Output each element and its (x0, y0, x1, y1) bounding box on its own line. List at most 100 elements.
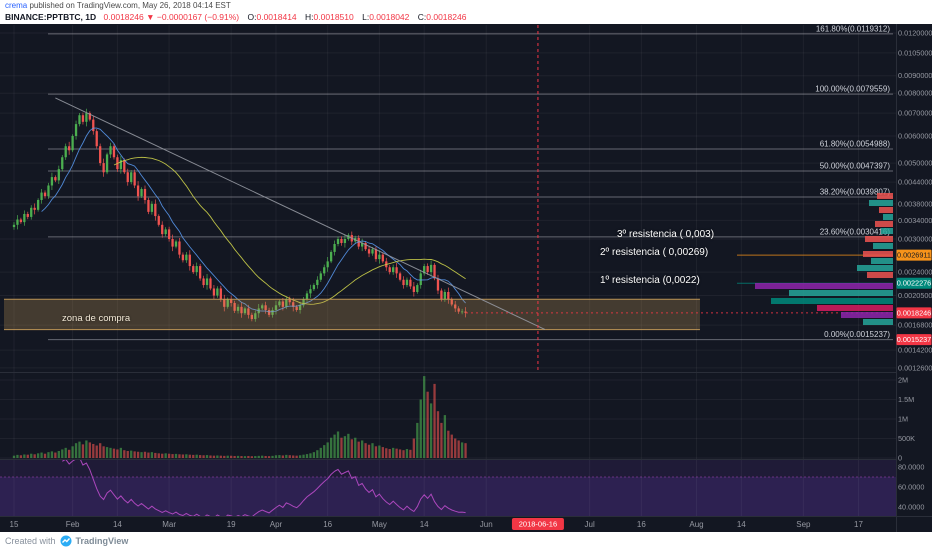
volume-bar (305, 454, 309, 458)
volume-bar (316, 450, 319, 458)
close-value: 0.0018246 (426, 12, 467, 22)
time-tick-label[interactable]: 15 (10, 520, 19, 529)
annotation-resistance-2[interactable]: 2º resistencia ( 0,00269) (600, 247, 709, 258)
annotation-resistance-1[interactable]: 1º resistencia (0,0022) (600, 275, 700, 286)
candle-body (143, 188, 147, 200)
candle-body (133, 172, 136, 186)
volume-bar (26, 454, 29, 458)
candle-body (336, 238, 340, 245)
price-tick-label[interactable]: 0.0050000 (898, 159, 932, 168)
volume-bar (319, 447, 322, 458)
candle-body (130, 172, 133, 183)
rsi-tick-label[interactable]: 80.0000 (898, 463, 924, 472)
volume-bar (240, 456, 243, 458)
high-value: 0.0018510 (313, 12, 354, 22)
volume-profile-bar (857, 265, 893, 271)
time-tick-label[interactable]: 19 (227, 520, 236, 529)
chart-area[interactable]: 161.80%(0.0119312) 100.00%(0.0079559) 61.8… (0, 24, 932, 532)
volume-profile-bar (841, 312, 893, 318)
candle-body (88, 113, 91, 120)
rsi-pane-background (0, 460, 896, 516)
time-tick-label[interactable]: Jul (585, 520, 595, 529)
volume-bar (85, 440, 88, 458)
time-tick-label[interactable]: 14 (737, 520, 746, 529)
time-tick-label[interactable]: Aug (689, 520, 703, 529)
volume-profile-bar (865, 236, 893, 242)
candle-body (371, 249, 374, 254)
price-tick-label[interactable]: 0.0090000 (898, 71, 932, 80)
author-link[interactable]: crema (5, 1, 28, 10)
volume-bar (264, 455, 267, 458)
candle-body (292, 302, 295, 307)
time-tick-label[interactable]: Feb (66, 520, 80, 529)
volume-bar (354, 437, 357, 458)
volume-tick-label[interactable]: 1.5M (898, 395, 914, 404)
descending-trendline[interactable] (55, 97, 546, 330)
time-tick-label[interactable]: 14 (420, 520, 429, 529)
rsi-tick-label[interactable]: 60.0000 (898, 483, 924, 492)
annotation-buy-zone-label[interactable]: zona de compra (62, 313, 131, 324)
volume-bar (136, 451, 140, 458)
time-tick-label[interactable]: Mar (162, 520, 176, 529)
volume-bar (457, 440, 460, 458)
volume-tick-label[interactable]: 0 (898, 454, 902, 463)
price-tick-label[interactable]: 0.0060000 (898, 131, 932, 140)
volume-profile-bar (881, 228, 893, 234)
annotation-resistance-3[interactable]: 3º resistencia ( 0,003) (617, 229, 715, 240)
volume-bar (364, 443, 367, 458)
buy-zone-rect[interactable] (4, 299, 700, 330)
price-tick-label[interactable]: 0.0014200 (898, 346, 932, 355)
volume-bar (47, 452, 50, 458)
rsi-line (62, 460, 466, 516)
volume-bar (167, 453, 171, 458)
volume-tick-label[interactable]: 500K (898, 434, 915, 443)
time-tick-label[interactable]: 14 (113, 520, 122, 529)
volume-bar (247, 455, 250, 458)
price-tick-label[interactable]: 0.0120000 (898, 29, 932, 38)
candle-body (85, 113, 88, 122)
candle-body (450, 299, 453, 305)
time-tick-label[interactable]: 16 (637, 520, 646, 529)
price-tick-label[interactable]: 0.0020500 (898, 291, 932, 300)
price-tick-label[interactable]: 0.0016800 (898, 321, 932, 330)
volume-bar (340, 437, 343, 458)
time-tick-label[interactable]: Apr (270, 520, 283, 529)
time-tick-label[interactable]: May (372, 520, 387, 529)
price-tick-label[interactable]: 0.0080000 (898, 89, 932, 98)
low-value: 0.0018042 (369, 12, 410, 22)
price-tick-label[interactable]: 0.0038000 (898, 199, 932, 208)
close-label: C: (417, 12, 427, 22)
candle-body (457, 308, 460, 312)
time-tick-label[interactable]: Jun (480, 520, 493, 529)
candle-body (112, 146, 116, 158)
volume-tick-label[interactable]: 1M (898, 415, 908, 424)
candle-body (205, 278, 209, 286)
time-tick-label[interactable]: 16 (323, 520, 332, 529)
price-tick-label[interactable]: 0.0044000 (898, 178, 932, 187)
volume-bar (188, 454, 191, 458)
rsi-band (0, 477, 896, 517)
symbol-name[interactable]: BINANCE:PPTBTC, 1D (5, 12, 97, 22)
volume-bar (454, 438, 457, 458)
candle-body (71, 135, 74, 151)
candle-body (181, 254, 185, 261)
volume-tick-label[interactable]: 2M (898, 376, 908, 385)
price-tick-label[interactable]: 0.0024000 (898, 268, 932, 277)
chart-canvas[interactable]: 161.80%(0.0119312) 100.00%(0.0079559) 61.8… (0, 24, 932, 532)
price-tick-label[interactable]: 0.0070000 (898, 109, 932, 118)
candle-body (26, 213, 29, 217)
tradingview-wordmark[interactable]: TradingView (75, 536, 129, 546)
price-tick-label[interactable]: 0.0012600 (898, 363, 932, 372)
price-tick-label[interactable]: 0.0030000 (898, 234, 932, 243)
candle-body (460, 311, 464, 313)
price-tick-label[interactable]: 0.0034000 (898, 216, 932, 225)
candle-body (402, 279, 405, 286)
time-tick-label[interactable]: 17 (854, 520, 863, 529)
rsi-tick-label[interactable]: 40.0000 (898, 503, 924, 512)
price-tick-label[interactable]: 0.0105000 (898, 48, 932, 57)
volume-bar (292, 455, 295, 458)
time-tick-label[interactable]: Sep (796, 520, 811, 529)
tradingview-logo-icon[interactable] (60, 535, 72, 547)
candle-body (12, 224, 16, 228)
